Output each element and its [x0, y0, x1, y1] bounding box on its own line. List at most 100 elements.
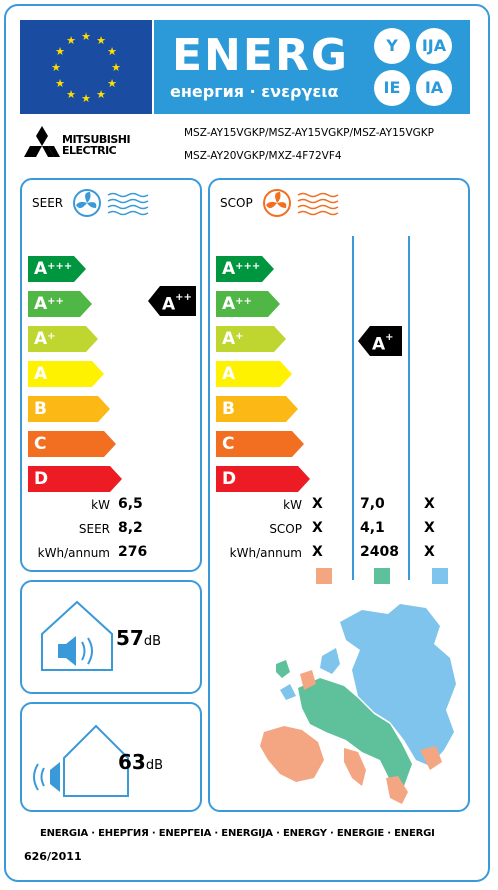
scop-class-base-3: A [222, 364, 236, 384]
svg-text:★: ★ [107, 77, 117, 90]
svg-text:★: ★ [111, 61, 121, 74]
outdoor-noise-level: 63dB [118, 750, 163, 774]
svg-text:★: ★ [55, 77, 65, 90]
outdoor-noise-unit: dB [145, 758, 164, 773]
scop-class-sup-2: + [235, 331, 244, 342]
mitsubishi-logo-icon [24, 126, 60, 157]
seer-row-label-annum: kWh/annum [37, 546, 110, 560]
scop-row-col1-annum: X [312, 544, 323, 560]
lang-code-y: Y [374, 28, 410, 64]
scop-row-col2-annum: 2408 [360, 544, 399, 560]
model-identifiers-line1: MSZ-AY15VGKP/MSZ-AY15VGKP/MSZ-AY15VGKP [184, 127, 434, 139]
seer-class-base-6: D [34, 469, 49, 489]
scop-class-arrow-0: A+++ [216, 256, 274, 282]
seer-title: SEER [32, 196, 64, 210]
seer-class-base-5: C [34, 434, 47, 454]
indoor-noise-icon [41, 600, 113, 671]
supplier-row: MITSUBISHI ELECTRIC MSZ-AY15VGKP/MSZ-AY1… [20, 122, 470, 168]
brand-name: MITSUBISHI ELECTRIC [62, 133, 131, 157]
scop-class-arrow-1: A++ [216, 291, 280, 317]
scop-class-base-5: C [222, 434, 235, 454]
seer-rating-indicator: A++ [148, 286, 196, 316]
brand-line2: ELECTRIC [62, 144, 117, 157]
seer-class-label-2: A+ [34, 326, 56, 352]
scop-rating-base: A [372, 334, 386, 355]
lang-code-ija: IJA [416, 28, 452, 64]
seer-class-arrow-3: A [28, 361, 104, 387]
outdoor-noise-icon [33, 724, 129, 797]
seer-class-arrow-0: A+++ [28, 256, 86, 282]
scop-title: SCOP [220, 196, 253, 210]
indoor-noise-value: 57 [116, 626, 144, 650]
scop-class-label-3: A [222, 361, 235, 387]
scop-rating-indicator: A+ [358, 326, 402, 356]
regulation-number: 626/2011 [24, 850, 82, 863]
scop-class-arrow-2: A+ [216, 326, 286, 352]
svg-text:★: ★ [107, 45, 117, 58]
seer-class-label-3: A [34, 361, 47, 387]
seer-class-sup-1: ++ [47, 296, 64, 307]
seer-class-label-1: A++ [34, 291, 64, 317]
label-header: ★ ★ ★ ★ ★ ★ ★ ★ ★ ★ ★ ★ ENERG енергия · … [20, 20, 470, 114]
scop-class-base-1: A [222, 294, 236, 314]
scop-column-divider-1 [352, 236, 354, 580]
scop-class-arrow-6: D [216, 466, 310, 492]
scop-row-label-scop: SCOP [269, 522, 302, 536]
scop-row-col1-scop: X [312, 520, 323, 536]
scop-class-label-6: D [222, 466, 236, 492]
model-identifiers-line2: MSZ-AY20VGKP/MXZ-4F72VF4 [184, 150, 342, 162]
lang-code-ia: IA [416, 70, 452, 106]
eu-flag-icon: ★ ★ ★ ★ ★ ★ ★ ★ ★ ★ ★ ★ [20, 20, 152, 114]
seer-class-sup-2: + [47, 331, 56, 342]
seer-row-value-annum: 276 [118, 544, 148, 560]
zone-swatch-average [374, 568, 390, 584]
seer-class-label-6: D [34, 466, 48, 492]
svg-text:★: ★ [66, 88, 76, 101]
energy-banner: ENERG енергия · ενεργεια Y IJA IE IA [154, 20, 470, 114]
seer-class-base-4: B [34, 399, 47, 419]
seer-class-arrow-5: C [28, 431, 116, 457]
outdoor-noise-panel: 63dB [20, 702, 202, 812]
scop-row-col3-scop: X [424, 520, 435, 536]
zone-swatch-warmer [316, 568, 332, 584]
seer-class-base-1: A [34, 294, 48, 314]
scop-class-base-2: A [222, 329, 236, 349]
scop-class-label-1: A++ [222, 291, 252, 317]
scop-rating-sup: + [385, 332, 394, 343]
indoor-noise-level: 57dB [116, 626, 161, 650]
svg-text:★: ★ [96, 88, 106, 101]
seer-class-arrow-1: A++ [28, 291, 92, 317]
scop-class-label-4: B [222, 396, 235, 422]
seer-class-base-3: A [34, 364, 48, 384]
seer-rating-label: A++ [162, 286, 192, 320]
scop-class-label-5: C [222, 431, 234, 457]
scop-row-col3-annum: X [424, 544, 435, 560]
scop-row-col1-kw: X [312, 496, 323, 512]
seer-rating-base: A [162, 294, 176, 315]
svg-text:★: ★ [96, 34, 106, 47]
scop-class-arrow-4: B [216, 396, 298, 422]
svg-text:★: ★ [51, 61, 61, 74]
svg-text:★: ★ [66, 34, 76, 47]
indoor-noise-panel: 57dB [20, 580, 202, 694]
footer-energy-languages: ENERGIA · ЕНЕРГИЯ · ΕΝΕΡΓΕΙΑ · ENERGIJA … [40, 828, 435, 839]
indoor-noise-unit: dB [143, 634, 162, 649]
europe-climate-zones-map [260, 604, 456, 804]
scop-class-label-0: A+++ [222, 256, 260, 282]
seer-class-label-4: B [34, 396, 47, 422]
scop-class-sup-1: ++ [235, 296, 252, 307]
scop-column-divider-2 [408, 236, 410, 580]
seer-class-arrow-4: B [28, 396, 110, 422]
scop-panel: SCOP A+++ A++ A+ A B C D A+ kW X 7,0 X SCOP X … [208, 178, 470, 812]
lang-code-ie: IE [374, 70, 410, 106]
seer-class-label-0: A+++ [34, 256, 72, 282]
seer-class-base-2: A [34, 329, 48, 349]
zone-swatch-colder [432, 568, 448, 584]
seer-class-label-5: C [34, 431, 46, 457]
scop-row-col2-kw: 7,0 [360, 496, 385, 512]
brand-line1: MITSUBISHI [62, 133, 131, 146]
seer-row-value-kw: 6,5 [118, 496, 143, 512]
svg-text:★: ★ [81, 30, 91, 43]
svg-text:★: ★ [81, 92, 91, 105]
seer-panel: SEER A+++ A++ A+ A B C D A++ kW 6,5 SEER 8,2 k… [20, 178, 202, 572]
